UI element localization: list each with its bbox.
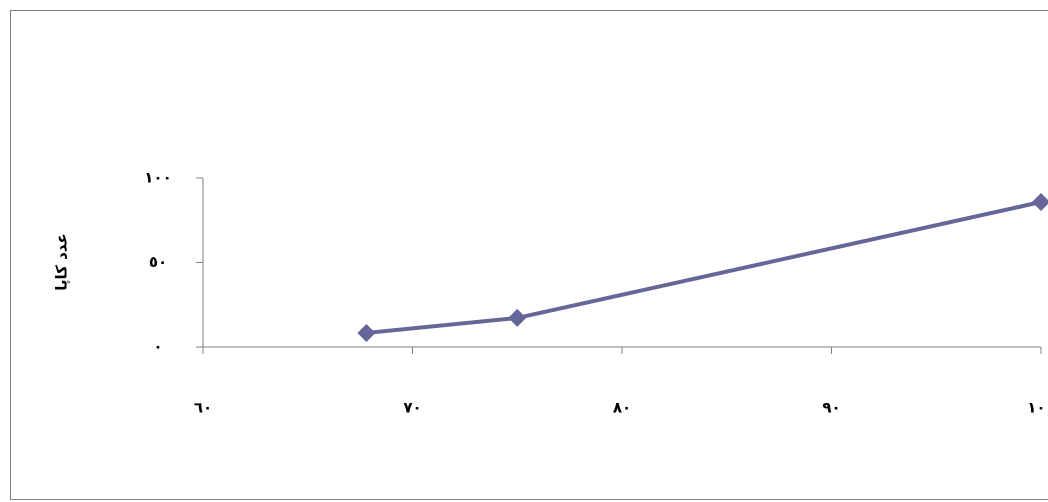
y-tick-label: ١٠٠ (144, 169, 171, 187)
chart-frame (10, 10, 1048, 500)
y-tick-label: ٠ (153, 338, 162, 356)
x-tick-label: ٦٠ (194, 399, 212, 417)
data-point (508, 308, 527, 327)
y-tick-label: ٥٠ (149, 253, 167, 271)
x-tick-label: ٩٠ (822, 399, 840, 417)
data-point (357, 323, 376, 342)
y-axis-label: عدد کاپا (53, 233, 72, 290)
x-tick-label: ٨٠ (613, 399, 631, 417)
data-point (1032, 192, 1048, 211)
series-line (366, 200, 1042, 335)
x-tick-label: ١٠٠ (1027, 399, 1048, 417)
x-tick-label: ٧٠ (403, 399, 421, 417)
